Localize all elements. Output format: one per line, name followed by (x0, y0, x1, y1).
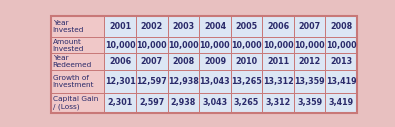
FancyBboxPatch shape (325, 16, 357, 37)
FancyBboxPatch shape (51, 53, 104, 70)
Text: Amount
Invested: Amount Invested (53, 38, 84, 52)
Text: 2007: 2007 (141, 57, 163, 66)
FancyBboxPatch shape (199, 70, 231, 93)
Text: 12,938: 12,938 (168, 77, 199, 86)
FancyBboxPatch shape (231, 37, 262, 53)
Text: 10,000: 10,000 (231, 41, 262, 50)
FancyBboxPatch shape (104, 37, 136, 53)
FancyBboxPatch shape (262, 93, 294, 113)
FancyBboxPatch shape (136, 93, 167, 113)
FancyBboxPatch shape (51, 16, 104, 37)
Text: 2007: 2007 (299, 22, 321, 31)
Text: 2005: 2005 (235, 22, 258, 31)
FancyBboxPatch shape (199, 37, 231, 53)
Text: 10,000: 10,000 (294, 41, 325, 50)
Text: 10,000: 10,000 (105, 41, 135, 50)
Text: 12,301: 12,301 (105, 77, 135, 86)
FancyBboxPatch shape (294, 93, 325, 113)
Text: 3,265: 3,265 (234, 98, 259, 107)
Text: 3,312: 3,312 (265, 98, 291, 107)
FancyBboxPatch shape (262, 70, 294, 93)
FancyBboxPatch shape (167, 16, 199, 37)
Text: 10,000: 10,000 (326, 41, 357, 50)
FancyBboxPatch shape (51, 93, 104, 113)
FancyBboxPatch shape (294, 53, 325, 70)
FancyBboxPatch shape (325, 37, 357, 53)
Text: 2,597: 2,597 (139, 98, 164, 107)
FancyBboxPatch shape (51, 70, 104, 93)
FancyBboxPatch shape (167, 53, 199, 70)
Text: 13,312: 13,312 (263, 77, 293, 86)
Text: 3,359: 3,359 (297, 98, 322, 107)
FancyBboxPatch shape (325, 70, 357, 93)
Text: 2013: 2013 (330, 57, 352, 66)
FancyBboxPatch shape (104, 53, 136, 70)
Text: 13,043: 13,043 (199, 77, 230, 86)
Text: 10,000: 10,000 (168, 41, 199, 50)
Text: 2008: 2008 (172, 57, 194, 66)
FancyBboxPatch shape (104, 93, 136, 113)
FancyBboxPatch shape (325, 93, 357, 113)
Text: 10,000: 10,000 (263, 41, 293, 50)
FancyBboxPatch shape (262, 53, 294, 70)
Text: 2,301: 2,301 (107, 98, 133, 107)
FancyBboxPatch shape (325, 53, 357, 70)
Text: 2004: 2004 (204, 22, 226, 31)
Text: 2001: 2001 (109, 22, 131, 31)
Text: 10,000: 10,000 (137, 41, 167, 50)
FancyBboxPatch shape (104, 70, 136, 93)
Text: 13,359: 13,359 (294, 77, 325, 86)
Text: 2010: 2010 (235, 57, 258, 66)
FancyBboxPatch shape (231, 16, 262, 37)
Text: 2009: 2009 (204, 57, 226, 66)
FancyBboxPatch shape (231, 93, 262, 113)
Text: 2003: 2003 (172, 22, 194, 31)
Text: 2008: 2008 (330, 22, 352, 31)
Text: Capital Gain
/ (Loss): Capital Gain / (Loss) (53, 96, 98, 110)
FancyBboxPatch shape (136, 70, 167, 93)
Text: 12,597: 12,597 (136, 77, 167, 86)
FancyBboxPatch shape (294, 37, 325, 53)
FancyBboxPatch shape (231, 70, 262, 93)
FancyBboxPatch shape (294, 16, 325, 37)
FancyBboxPatch shape (231, 53, 262, 70)
FancyBboxPatch shape (199, 53, 231, 70)
FancyBboxPatch shape (167, 70, 199, 93)
Text: 10,000: 10,000 (199, 41, 230, 50)
Text: 2002: 2002 (141, 22, 163, 31)
FancyBboxPatch shape (104, 16, 136, 37)
FancyBboxPatch shape (51, 37, 104, 53)
FancyBboxPatch shape (167, 93, 199, 113)
FancyBboxPatch shape (136, 53, 167, 70)
Text: 13,265: 13,265 (231, 77, 262, 86)
FancyBboxPatch shape (136, 16, 167, 37)
Text: Growth of
Investment: Growth of Investment (53, 75, 94, 88)
Text: 3,419: 3,419 (329, 98, 354, 107)
FancyBboxPatch shape (294, 70, 325, 93)
Text: Year
Invested: Year Invested (53, 20, 84, 33)
FancyBboxPatch shape (167, 37, 199, 53)
Text: 2011: 2011 (267, 57, 289, 66)
FancyBboxPatch shape (136, 37, 167, 53)
Text: 2012: 2012 (299, 57, 321, 66)
Text: 3,043: 3,043 (202, 98, 228, 107)
FancyBboxPatch shape (262, 37, 294, 53)
FancyBboxPatch shape (199, 16, 231, 37)
Text: 2006: 2006 (109, 57, 131, 66)
FancyBboxPatch shape (262, 16, 294, 37)
Text: 2006: 2006 (267, 22, 289, 31)
Text: 13,419: 13,419 (326, 77, 357, 86)
FancyBboxPatch shape (199, 93, 231, 113)
Text: 2,938: 2,938 (171, 98, 196, 107)
Text: Year
Redeemed: Year Redeemed (53, 55, 92, 68)
